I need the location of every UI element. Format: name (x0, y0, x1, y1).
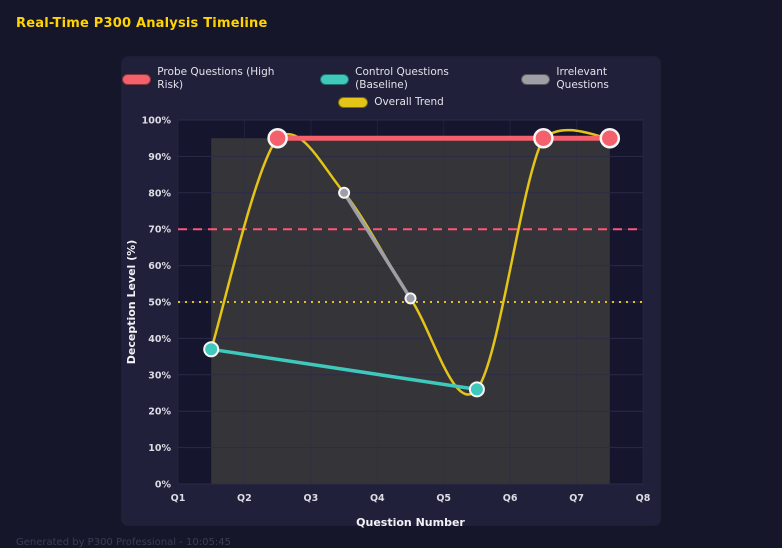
svg-text:Q7: Q7 (569, 493, 584, 504)
svg-text:Q1: Q1 (171, 493, 186, 504)
legend-swatch (338, 97, 369, 108)
svg-text:80%: 80% (148, 188, 171, 199)
legend-item-1[interactable]: Control Questions (Baseline) (319, 66, 501, 92)
svg-text:20%: 20% (148, 407, 171, 418)
svg-text:Q5: Q5 (436, 493, 451, 504)
svg-text:Q2: Q2 (237, 493, 252, 504)
legend-item-3[interactable]: Overall Trend (338, 96, 444, 109)
series-line-1 (209, 347, 479, 392)
x-axis-title: Question Number (356, 516, 465, 529)
chart-panel: Probe Questions (High Risk) Control Quest… (122, 57, 660, 529)
legend-label: Probe Questions (High Risk) (157, 66, 275, 91)
timeline-chart: 0% 10% 20% 30% 40% 50% 60% 70% 80% 90% 100% Q1 Q2 Q3 Q… (125, 116, 651, 530)
svg-text:30%: 30% (148, 370, 171, 381)
series-0-marker (599, 127, 621, 149)
svg-text:100%: 100% (142, 116, 172, 127)
legend-label: Control Questions (Baseline) (355, 66, 449, 91)
legend-row-2: Overall Trend (338, 96, 444, 109)
svg-text:0%: 0% (155, 480, 172, 491)
legend-swatch (319, 73, 350, 85)
footer-text: Generated by P300 Professional - 10:05:4… (16, 537, 231, 548)
legend-item-2[interactable]: Irrelevant Questions (521, 66, 660, 92)
svg-text:70%: 70% (148, 225, 171, 236)
svg-text:40%: 40% (148, 334, 171, 345)
legend-row-1: Probe Questions (High Risk) Control Quest… (122, 66, 660, 92)
series-2-marker (338, 186, 351, 199)
legend-label: Irrelevant Questions (556, 66, 609, 91)
y-axis-title: Deception Level (%) (125, 240, 138, 364)
series-0-marker (267, 127, 288, 149)
svg-text:90%: 90% (148, 152, 171, 163)
series-0-marker (533, 127, 554, 149)
svg-text:Q3: Q3 (304, 493, 319, 504)
series-line-2 (342, 191, 413, 301)
svg-text:Q8: Q8 (636, 493, 651, 504)
legend-label: Overall Trend (374, 96, 444, 108)
svg-text:Q4: Q4 (370, 493, 385, 504)
series-2-marker (404, 292, 417, 305)
shaded-region (211, 138, 610, 484)
legend-swatch (521, 73, 551, 85)
chart-legend: Probe Questions (High Risk) Control Quest… (122, 57, 660, 109)
svg-text:Q6: Q6 (503, 493, 518, 504)
page-title: Real-Time P300 Analysis Timeline (16, 16, 268, 31)
series-1-marker (468, 381, 485, 398)
svg-text:10%: 10% (148, 443, 171, 454)
svg-text:60%: 60% (148, 261, 171, 272)
series-1-marker (203, 341, 220, 358)
legend-swatch (122, 73, 152, 85)
legend-item-0[interactable]: Probe Questions (High Risk) (122, 66, 300, 92)
svg-text:50%: 50% (148, 298, 171, 309)
